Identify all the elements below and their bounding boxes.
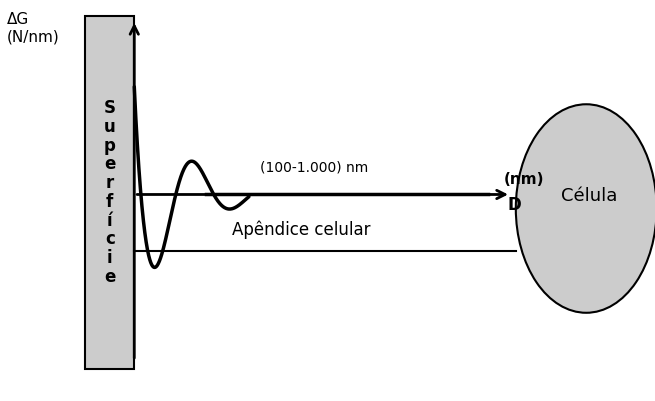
Bar [85, 16, 134, 369]
Text: Apêndice celular: Apêndice celular [232, 220, 371, 239]
Text: D: D [508, 196, 521, 215]
Text: ΔG
(N/nm): ΔG (N/nm) [7, 12, 60, 45]
Text: S
u
p
e
r
f
í
c
i
e: S u p e r f í c i e [103, 99, 116, 286]
Ellipse shape [516, 104, 655, 313]
Text: Célula: Célula [561, 188, 618, 205]
Text: (nm): (nm) [504, 172, 544, 187]
Text: (100-1.000) nm: (100-1.000) nm [260, 160, 369, 174]
